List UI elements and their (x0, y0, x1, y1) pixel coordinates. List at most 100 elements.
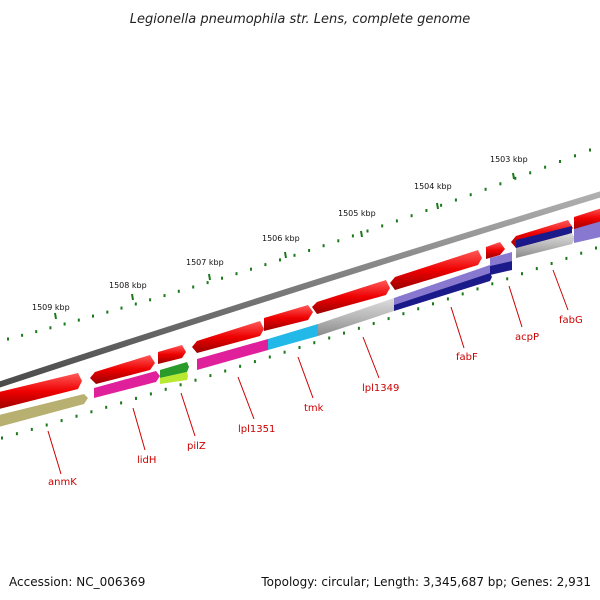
leader-line (180, 392, 196, 437)
minor-tick (322, 244, 325, 248)
minor-tick (7, 337, 9, 341)
lidH-feature[interactable] (94, 371, 160, 398)
forward-cds[interactable] (264, 305, 313, 331)
minor-tick (425, 209, 428, 212)
gene-label-anmK[interactable]: anmK (48, 477, 77, 488)
leader-line (508, 285, 523, 328)
map-title: Legionella pneumophila str. Lens, comple… (130, 12, 471, 27)
minor-tick (120, 306, 123, 310)
minor-tick (506, 277, 509, 281)
minor-tick (235, 272, 238, 276)
minor-tick (580, 251, 583, 255)
leader-line (362, 336, 380, 379)
gene-label-pilZ[interactable]: pilZ (187, 441, 206, 452)
minor-tick (224, 369, 227, 373)
minor-tick (328, 336, 331, 340)
minor-tick (192, 285, 195, 289)
minor-tick (499, 182, 502, 186)
minor-tick (595, 246, 597, 250)
minor-tick (366, 229, 369, 233)
minor-tick (387, 317, 390, 321)
kbp-label: 1508 kbp (109, 281, 147, 290)
minor-tick (589, 148, 591, 152)
minor-tick (432, 302, 434, 306)
minor-tick (1, 436, 3, 440)
minor-tick (209, 374, 212, 378)
scale-dot-arc-lower (1, 246, 597, 440)
minor-tick (381, 224, 384, 228)
minor-tick (565, 256, 568, 260)
minor-tick (544, 165, 547, 169)
forward-cds[interactable] (486, 242, 505, 259)
minor-tick (221, 276, 223, 280)
minor-tick (45, 423, 48, 427)
feature-right-edge[interactable] (574, 220, 600, 243)
minor-tick (476, 287, 479, 291)
fabF-feature[interactable] (394, 265, 490, 305)
fabG-feature-upper[interactable] (516, 226, 572, 248)
pilZ-feature[interactable] (160, 362, 189, 378)
gene-label-lpl1351[interactable]: lpl1351 (238, 424, 275, 435)
major-tick (360, 230, 363, 238)
minor-tick (194, 378, 197, 382)
major-tick (512, 172, 515, 180)
fabF-feature-lower[interactable] (394, 273, 492, 311)
gene-label-tmk[interactable]: tmk (304, 403, 324, 414)
minor-tick (402, 312, 405, 316)
minor-tick (134, 302, 137, 306)
leader-line (47, 430, 62, 475)
gene-label-acpP[interactable]: acpP (515, 332, 539, 343)
forward-cds[interactable] (192, 321, 264, 353)
minor-tick (410, 214, 413, 218)
fabG-feature[interactable] (516, 233, 575, 258)
acpP-feature[interactable] (490, 252, 512, 266)
lpl1349-feature[interactable] (318, 298, 397, 336)
lpl1351-feature[interactable] (197, 339, 272, 370)
minor-tick (149, 392, 152, 396)
pilZ-feature-lower[interactable] (160, 372, 188, 384)
minor-tick (484, 187, 487, 191)
gene-label-lpl1349[interactable]: lpl1349 (362, 383, 399, 394)
minor-tick (268, 355, 271, 359)
minor-tick (250, 267, 252, 271)
minor-tick (343, 331, 345, 335)
gene-label-fabF[interactable]: fabF (456, 352, 478, 363)
scale-ticks-major (54, 172, 515, 320)
forward-cds[interactable] (574, 207, 600, 230)
minor-tick (559, 160, 561, 163)
minor-tick (77, 318, 80, 322)
minor-tick (92, 314, 94, 318)
minor-tick (283, 350, 286, 354)
anmK-feature[interactable] (0, 394, 88, 428)
minor-tick (60, 419, 63, 423)
acpP-feature-lower[interactable] (490, 261, 512, 275)
minor-tick (90, 410, 93, 414)
minor-tick (163, 294, 166, 298)
tmk-feature[interactable] (268, 324, 322, 350)
minor-tick (461, 292, 464, 296)
topology-text: Topology: circular; Length: 3,345,687 bp… (260, 575, 591, 589)
forward-cds[interactable] (0, 373, 82, 410)
minor-tick (177, 289, 180, 293)
minor-tick (372, 322, 375, 325)
minor-tick (395, 219, 398, 223)
minor-tick (293, 253, 296, 257)
forward-cds[interactable] (390, 250, 482, 290)
gene-label-fabG[interactable]: fabG (559, 315, 583, 326)
leader-line (237, 376, 255, 420)
leader-line (132, 407, 146, 451)
scale-dot-arc (7, 148, 591, 341)
minor-tick (179, 383, 182, 387)
minor-tick (351, 234, 354, 238)
gene-label-lidH[interactable]: lidH (137, 455, 156, 466)
minor-tick (239, 364, 242, 368)
kbp-label: 1509 kbp (32, 303, 70, 312)
minor-tick (529, 171, 532, 175)
forward-cds[interactable] (90, 355, 155, 384)
minor-tick (75, 414, 78, 418)
minor-tick (35, 330, 38, 334)
minor-tick (550, 262, 553, 265)
minor-tick (30, 427, 33, 431)
forward-cds[interactable] (312, 280, 390, 314)
forward-cds[interactable] (158, 345, 186, 364)
